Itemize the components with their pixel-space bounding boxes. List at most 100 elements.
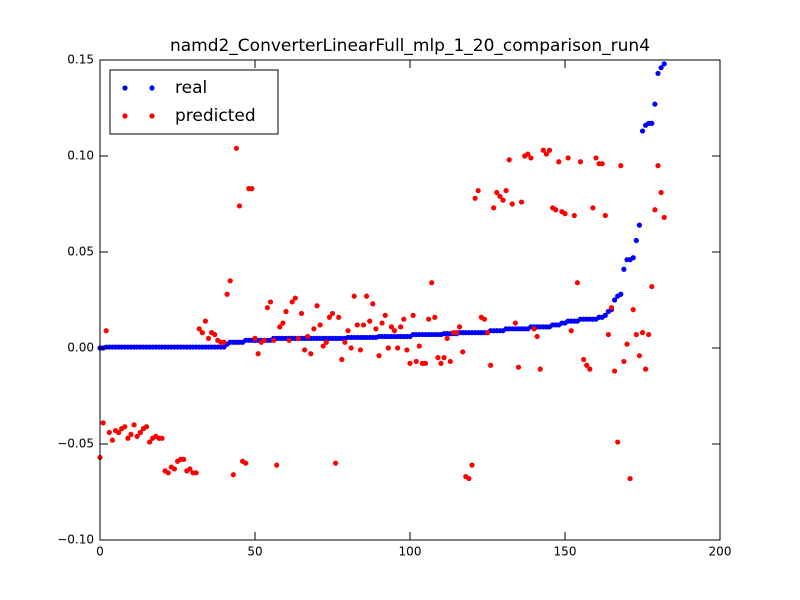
point [233,145,239,151]
point [236,203,243,209]
point [528,155,534,161]
point [286,337,292,343]
point [171,466,177,472]
point [367,318,373,324]
point [587,366,593,372]
point [494,189,500,196]
point [422,360,429,366]
point [391,328,398,334]
y-tick-label: −0.10 [57,533,94,547]
point [574,280,581,286]
point [410,312,416,318]
point [636,353,643,359]
point [336,314,342,320]
point [143,424,150,430]
point [488,362,494,368]
point [323,339,329,345]
point [475,187,481,194]
point [243,460,249,466]
point [633,237,639,244]
point [147,439,153,445]
point [571,212,577,219]
point [519,199,525,205]
point [608,305,615,311]
point [543,151,550,157]
point [556,159,562,165]
point [351,293,357,299]
point [314,303,320,309]
point [221,339,227,345]
point [305,333,311,340]
point [506,157,512,163]
point [630,255,636,261]
point [602,312,608,318]
point [581,356,587,363]
point [497,193,503,199]
point [128,431,134,437]
point [274,462,280,468]
point [283,308,289,315]
point [546,147,553,153]
point [261,337,267,343]
point [630,307,636,313]
point [342,339,348,345]
legend-marker [149,113,155,119]
point [159,435,165,441]
point [534,333,540,340]
point [621,266,627,272]
point [643,366,649,372]
point [395,345,401,351]
chart-title: namd2_ConverterLinearFull_mlp_1_20_compa… [170,36,650,56]
point [109,437,115,443]
y-tick-label: 0.00 [67,341,94,355]
point [267,299,274,305]
point [577,159,584,165]
point [289,299,295,305]
point [317,322,323,328]
point [227,278,233,284]
point [252,335,258,341]
point [636,222,643,228]
point [599,161,605,167]
point [618,163,624,169]
point [432,314,438,320]
point [165,470,171,476]
point [255,351,261,357]
point [280,320,286,326]
point [249,186,255,192]
point [612,297,618,303]
legend-marker [122,113,128,119]
point [379,320,385,326]
point [500,197,506,203]
point [469,462,475,468]
point [326,314,332,320]
point [416,343,422,349]
point [438,360,444,366]
point [388,324,394,330]
point [646,331,652,338]
point [649,120,655,126]
x-tick-label: 50 [247,545,262,559]
point [308,351,314,357]
point [382,312,388,318]
point [655,70,661,77]
point [116,429,122,436]
point [196,326,202,332]
y-tick-label: 0.15 [67,53,94,67]
point [627,475,633,482]
point [357,347,363,353]
legend-marker [149,85,155,91]
point [311,326,317,332]
legend-marker [122,85,128,91]
point [584,362,590,368]
point [512,320,519,326]
point [106,429,112,436]
point [509,201,515,207]
point [553,207,559,213]
point [131,422,137,428]
point [537,366,543,372]
point [503,187,509,194]
point [602,212,608,219]
point [398,324,404,330]
point [376,353,382,359]
